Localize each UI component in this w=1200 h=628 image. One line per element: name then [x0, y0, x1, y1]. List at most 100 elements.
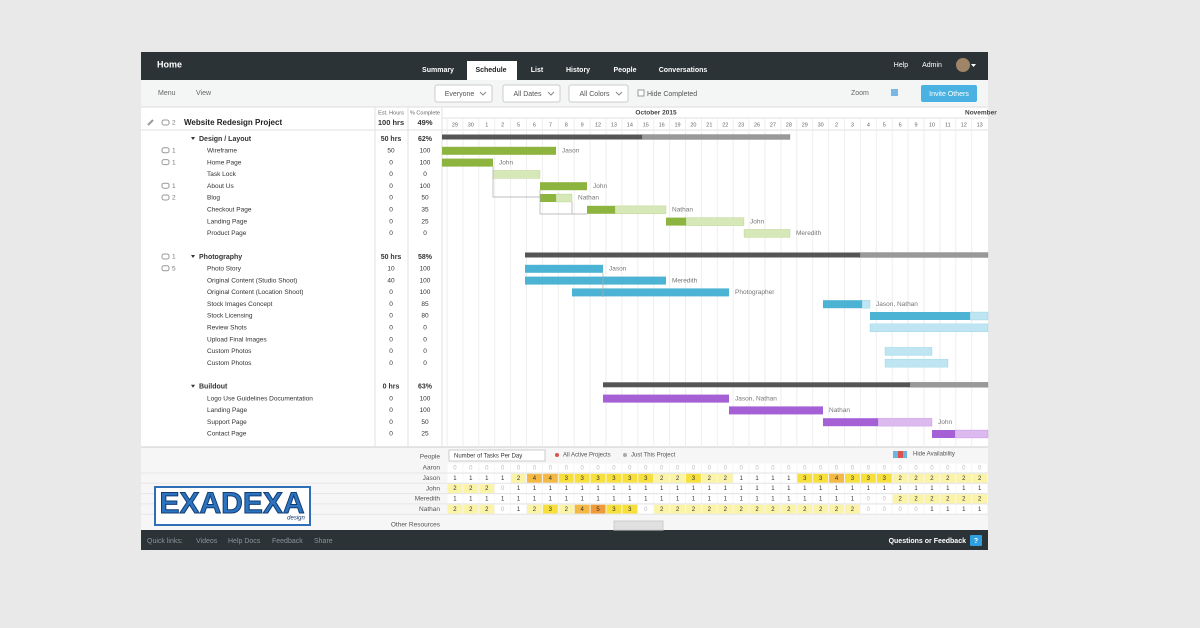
comment-icon[interactable] [161, 182, 170, 189]
heat-value: 0 [596, 466, 600, 472]
day-label: 8 [565, 122, 568, 128]
radio[interactable] [623, 453, 627, 457]
nav-tab[interactable]: List [531, 67, 544, 74]
nav-tab[interactable]: Schedule [475, 67, 506, 74]
heat-cell [574, 504, 590, 514]
day-label: 19 [674, 122, 680, 128]
comment-icon[interactable] [161, 159, 170, 166]
heat-value: 2 [835, 507, 839, 513]
assignee-label: Photographer [735, 289, 775, 296]
nav-tab[interactable]: Summary [422, 67, 454, 74]
comment-count: 1 [172, 148, 176, 155]
heat-cell [860, 484, 876, 494]
heat-cell [813, 463, 829, 473]
heat-value: 1 [867, 486, 871, 492]
day-label: 29 [802, 122, 808, 128]
heat-value: 1 [580, 486, 584, 492]
heat-cell [813, 484, 829, 494]
heat-cell [654, 473, 670, 483]
feedback-link[interactable]: Questions or Feedback [889, 538, 967, 545]
help-link[interactable]: Help [894, 62, 909, 69]
heat-cell [686, 504, 701, 514]
heat-value: 2 [898, 496, 902, 502]
heat-value: 3 [692, 476, 696, 482]
day-label: 28 [786, 122, 792, 128]
heat-cell [447, 463, 463, 473]
invite-button[interactable] [921, 85, 977, 102]
bar-done [729, 406, 823, 415]
filter-button[interactable] [568, 84, 629, 103]
menu-button[interactable]: Menu [158, 90, 176, 97]
heat-cell [829, 463, 844, 473]
heat-value: 3 [803, 476, 807, 482]
comment-icon[interactable] [161, 265, 170, 272]
project-complete: 49% [417, 118, 432, 127]
heat-value: 0 [724, 466, 728, 472]
radio-selected[interactable] [555, 453, 559, 457]
footer-link[interactable]: Feedback [272, 538, 303, 545]
collapse-arrow[interactable] [191, 137, 195, 140]
heat-cell [701, 494, 717, 504]
home-link[interactable]: Home [157, 59, 182, 69]
heat-cell [511, 473, 526, 483]
heat-value: 0 [501, 466, 505, 472]
day-label: 1 [485, 122, 488, 128]
heat-value: 1 [787, 476, 791, 482]
heat-value: 4 [580, 507, 584, 513]
footer-link[interactable]: Videos [196, 538, 218, 545]
section-hours: 50 hrs [381, 254, 402, 261]
avatar[interactable] [956, 58, 970, 72]
nav-tab[interactable]: Conversations [659, 67, 708, 74]
color-icon[interactable] [891, 89, 898, 96]
heat-cell [860, 504, 876, 514]
heat-cell [686, 494, 701, 504]
hide-availability[interactable]: Hide Availability [913, 452, 955, 458]
filter-button[interactable] [502, 84, 561, 103]
task-complete: 80 [421, 313, 429, 320]
footer-link[interactable]: Help Docs [228, 538, 261, 545]
task-name: Original Content (Location Shoot) [207, 289, 303, 296]
comment-count: 1 [172, 183, 176, 190]
heat-cell [590, 484, 606, 494]
task-name: Blog [207, 195, 220, 202]
metric-dropdown[interactable] [448, 449, 546, 462]
comment-icon[interactable] [161, 253, 170, 260]
heat-cell [654, 484, 670, 494]
section-hours: 50 hrs [381, 136, 402, 143]
task-hours: 10 [387, 266, 395, 273]
task-complete: 85 [421, 301, 429, 308]
collapse-arrow[interactable] [191, 255, 195, 258]
task-complete: 100 [420, 159, 431, 166]
hide-completed: Hide Completed [647, 91, 697, 98]
heat-value: 1 [565, 486, 569, 492]
nav-tab[interactable]: People [614, 67, 637, 74]
heat-cell [717, 494, 733, 504]
admin-link[interactable]: Admin [922, 62, 942, 69]
view-button[interactable]: View [196, 90, 212, 97]
task-complete: 25 [421, 218, 429, 225]
heat-value: 0 [644, 466, 648, 472]
scroll-thumb[interactable] [613, 520, 664, 531]
heat-cell [908, 473, 924, 483]
filter-button[interactable] [434, 84, 493, 103]
heat-cell [606, 494, 622, 504]
task-hours: 0 [389, 289, 393, 296]
footer-link[interactable]: Share [314, 538, 333, 545]
heat-cell [717, 473, 733, 483]
zoom-button[interactable]: Zoom [851, 90, 869, 97]
nav-tab[interactable]: History [566, 67, 590, 74]
heat-value: 2 [453, 486, 457, 492]
section-name: Design / Layout [199, 136, 252, 143]
comment-icon[interactable] [161, 194, 170, 201]
help-icon[interactable] [970, 535, 982, 546]
comment-icon[interactable] [161, 119, 170, 126]
logo-text: EXADEXA [159, 487, 304, 520]
collapse-arrow[interactable] [191, 384, 195, 388]
heat-value: 1 [708, 496, 712, 502]
comment-count: 5 [172, 266, 176, 273]
checkbox[interactable] [637, 89, 645, 97]
heat-value: 0 [708, 466, 712, 472]
task-hours: 40 [387, 277, 395, 284]
heat-value: 0 [453, 466, 457, 472]
comment-icon[interactable] [161, 147, 170, 154]
